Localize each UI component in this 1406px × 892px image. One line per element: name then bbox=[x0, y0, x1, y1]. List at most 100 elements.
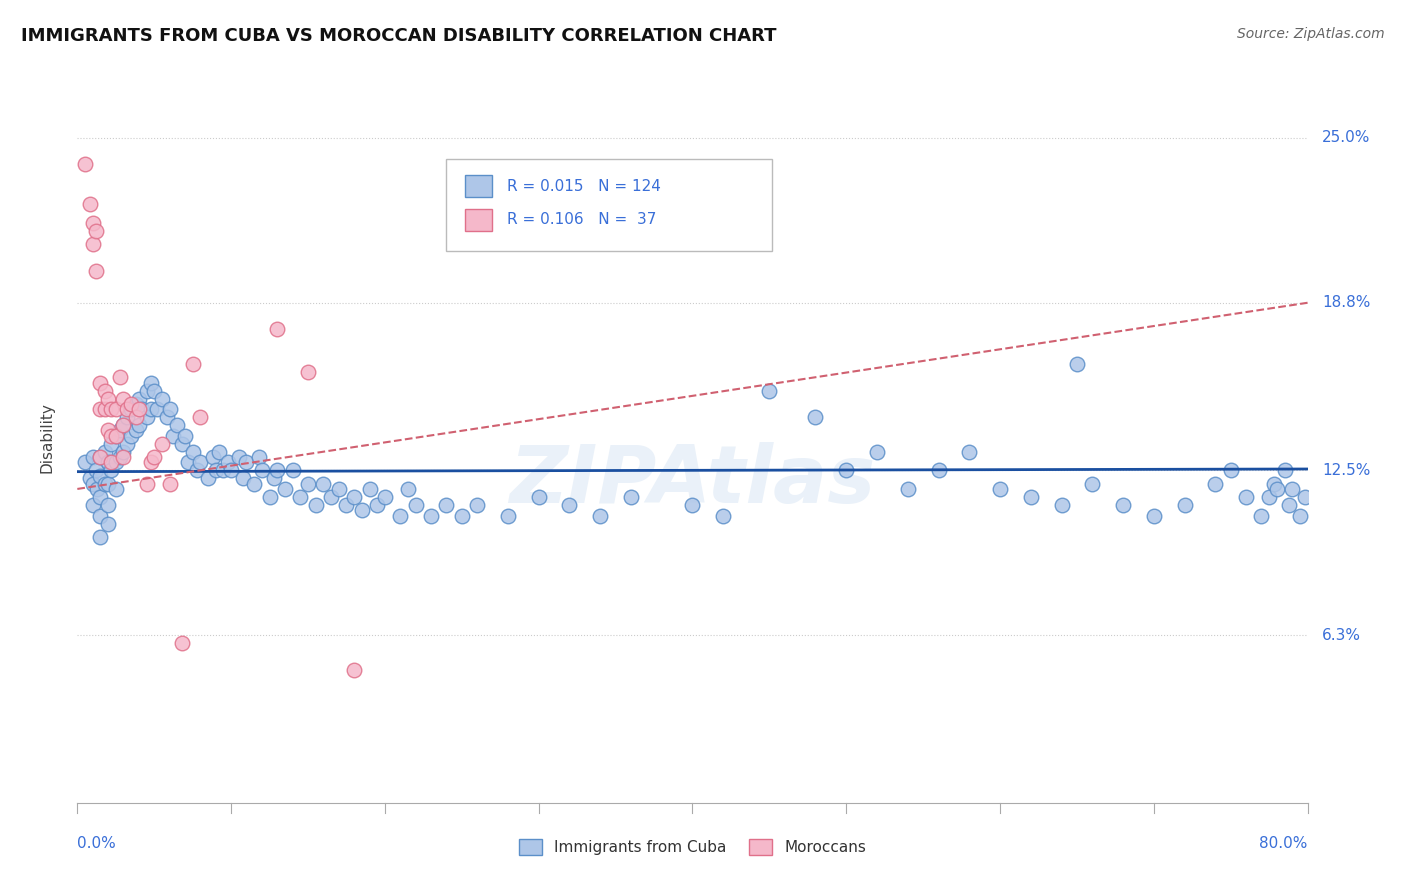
Point bbox=[143, 450, 166, 464]
Bar bbox=[465, 175, 492, 197]
Point bbox=[89, 450, 111, 464]
Point bbox=[343, 663, 366, 677]
Text: 12.5%: 12.5% bbox=[1323, 463, 1371, 478]
Point bbox=[1250, 508, 1272, 523]
Point bbox=[197, 471, 219, 485]
Point bbox=[1278, 498, 1301, 512]
Point bbox=[290, 490, 312, 504]
Text: 25.0%: 25.0% bbox=[1323, 130, 1371, 145]
Text: Source: ZipAtlas.com: Source: ZipAtlas.com bbox=[1237, 27, 1385, 41]
Point bbox=[170, 436, 193, 450]
Point bbox=[86, 482, 108, 496]
Point bbox=[162, 429, 184, 443]
Point bbox=[73, 455, 96, 469]
Point bbox=[128, 402, 150, 417]
Text: R = 0.015   N = 124: R = 0.015 N = 124 bbox=[506, 178, 661, 194]
Point bbox=[1066, 357, 1088, 371]
Point bbox=[143, 384, 166, 398]
Point bbox=[104, 455, 127, 469]
Point bbox=[79, 197, 101, 211]
Point bbox=[682, 498, 704, 512]
Point bbox=[711, 508, 734, 523]
Point bbox=[527, 490, 550, 504]
Point bbox=[359, 482, 381, 496]
Point bbox=[128, 418, 150, 433]
Point bbox=[100, 463, 122, 477]
Point bbox=[496, 508, 519, 523]
Point bbox=[328, 482, 350, 496]
Point bbox=[450, 508, 472, 523]
Point bbox=[188, 410, 212, 425]
Point bbox=[201, 450, 224, 464]
Text: R = 0.106   N =  37: R = 0.106 N = 37 bbox=[506, 212, 657, 227]
Point bbox=[243, 476, 266, 491]
Point bbox=[115, 402, 138, 417]
Point bbox=[141, 455, 163, 469]
Point bbox=[835, 463, 858, 477]
Point bbox=[228, 450, 250, 464]
FancyBboxPatch shape bbox=[447, 159, 772, 251]
Point bbox=[181, 444, 204, 458]
Point bbox=[1143, 508, 1166, 523]
Point bbox=[141, 402, 163, 417]
Point bbox=[84, 264, 107, 278]
Point bbox=[366, 498, 388, 512]
Point bbox=[146, 402, 169, 417]
Point bbox=[1258, 490, 1281, 504]
Text: ZIPAtlas: ZIPAtlas bbox=[509, 442, 876, 520]
Point bbox=[84, 224, 107, 238]
Point bbox=[804, 410, 827, 425]
Point bbox=[232, 471, 254, 485]
Point bbox=[297, 365, 319, 379]
Point bbox=[100, 455, 122, 469]
Point bbox=[305, 498, 328, 512]
Point bbox=[374, 490, 396, 504]
Point bbox=[120, 402, 142, 417]
Legend: Immigrants from Cuba, Moroccans: Immigrants from Cuba, Moroccans bbox=[513, 833, 872, 861]
Point bbox=[174, 429, 197, 443]
Point bbox=[110, 450, 132, 464]
Point bbox=[420, 508, 443, 523]
Point bbox=[150, 436, 173, 450]
Point bbox=[343, 490, 366, 504]
Point bbox=[866, 444, 889, 458]
Point bbox=[112, 418, 135, 433]
Point bbox=[100, 429, 122, 443]
Point bbox=[558, 498, 581, 512]
Point bbox=[112, 418, 135, 433]
Bar bbox=[465, 209, 492, 231]
Point bbox=[97, 498, 120, 512]
Point bbox=[274, 482, 297, 496]
Point bbox=[84, 463, 107, 477]
Point bbox=[128, 392, 150, 406]
Point bbox=[110, 424, 132, 438]
Point bbox=[94, 402, 117, 417]
Point bbox=[82, 450, 104, 464]
Point bbox=[89, 490, 111, 504]
Point bbox=[104, 429, 127, 443]
Point bbox=[115, 436, 138, 450]
Point bbox=[89, 450, 111, 464]
Point bbox=[897, 482, 920, 496]
Point bbox=[125, 424, 148, 438]
Point bbox=[396, 482, 419, 496]
Point bbox=[212, 463, 235, 477]
Point bbox=[120, 429, 142, 443]
Text: 18.8%: 18.8% bbox=[1323, 295, 1371, 310]
Point bbox=[141, 376, 163, 390]
Point bbox=[89, 530, 111, 544]
Point bbox=[405, 498, 427, 512]
Point bbox=[1294, 490, 1316, 504]
Point bbox=[82, 216, 104, 230]
Point bbox=[1265, 482, 1288, 496]
Point bbox=[758, 384, 780, 398]
Point bbox=[1263, 476, 1285, 491]
Point bbox=[104, 429, 127, 443]
Point bbox=[112, 444, 135, 458]
Point bbox=[89, 508, 111, 523]
Point bbox=[82, 476, 104, 491]
Point bbox=[131, 402, 153, 417]
Point bbox=[104, 482, 127, 496]
Point bbox=[204, 463, 226, 477]
Point bbox=[159, 476, 181, 491]
